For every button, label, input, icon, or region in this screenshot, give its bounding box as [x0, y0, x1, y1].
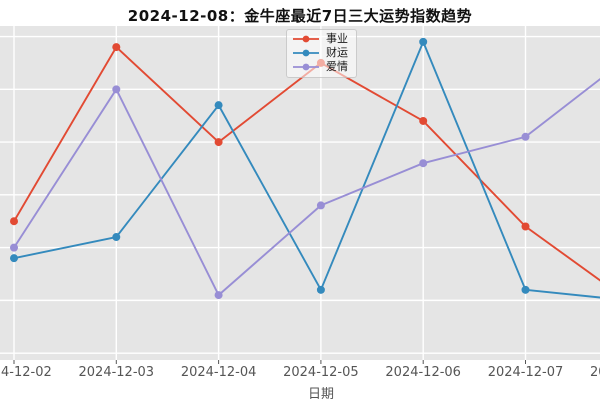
data-point-财运 [10, 254, 18, 263]
data-point-事业 [10, 217, 18, 226]
data-point-事业 [112, 43, 121, 52]
data-point-财运 [316, 285, 325, 294]
x-tick-label: 2024-12-03 [78, 365, 155, 380]
x-tick-label: 2024-12-04 [180, 365, 257, 380]
legend-label: 财运 [326, 46, 348, 59]
legend: 事业 财运 爱情 [286, 29, 357, 78]
data-point-财运 [521, 285, 530, 294]
data-point-财运 [112, 233, 121, 242]
data-point-事业 [419, 116, 428, 125]
x-axis-label: 日期 [307, 387, 335, 400]
data-point-事业 [214, 138, 223, 147]
chart-title: 2024-12-08：金牛座最近7日三大运势指数趋势 [127, 7, 473, 25]
data-point-财运 [214, 101, 223, 110]
x-tick-label: 2024-12-07 [487, 365, 564, 380]
legend-marker-icon [293, 35, 319, 43]
x-tick-label: 2024-12-06 [385, 365, 461, 380]
plot-background [0, 26, 600, 360]
x-tick-label: 2024-12-05 [283, 365, 359, 380]
data-point-爱情 [316, 201, 325, 210]
data-point-爱情 [419, 159, 428, 168]
legend-item: 事业 [292, 32, 348, 46]
data-point-爱情 [112, 85, 121, 94]
x-tick-label: 2024-12-08 [590, 365, 600, 380]
data-point-爱情 [214, 291, 223, 300]
legend-label: 爱情 [326, 60, 348, 73]
data-point-爱情 [521, 132, 530, 141]
legend-item: 爱情 [292, 60, 348, 74]
x-tick-label: 2024-12-02 [0, 365, 52, 380]
data-point-爱情 [10, 243, 18, 252]
legend-marker-icon [293, 63, 319, 71]
legend-label: 事业 [326, 32, 348, 45]
data-point-事业 [521, 222, 530, 231]
legend-item: 财运 [292, 46, 348, 60]
data-point-财运 [419, 37, 428, 46]
legend-marker-icon [293, 49, 319, 57]
